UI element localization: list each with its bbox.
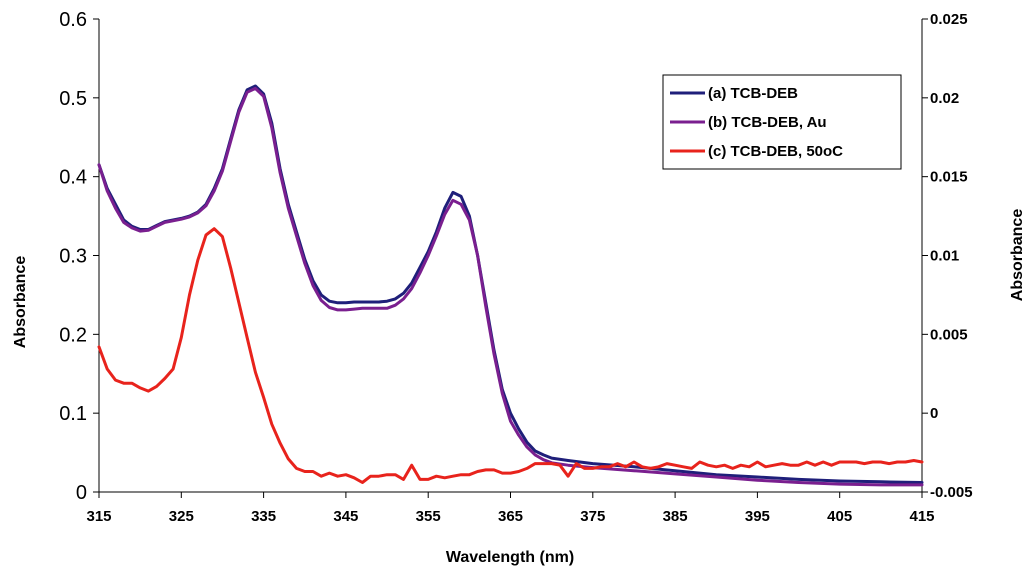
x-tick-label: 415 (909, 508, 934, 525)
y-left-tick-label: 0.4 (59, 167, 87, 189)
y-right-tick-label: 0.02 (930, 90, 959, 107)
y-left-tick-label: 0 (76, 482, 87, 504)
series-layer (97, 84, 924, 487)
y-axis-title-right: Absorbance (1009, 209, 1026, 302)
y-right-tick-label: 0.005 (930, 326, 968, 343)
legend-label-c: (c) TCB-DEB, 50oC (708, 143, 843, 160)
y-left-tick-label: 0.5 (59, 88, 87, 110)
x-tick-label: 375 (580, 508, 605, 525)
y-left-tick-label: 0.6 (59, 9, 87, 31)
legend: (a) TCB-DEB (b) TCB-DEB, Au (c) TCB-DEB,… (662, 74, 902, 170)
x-tick-label: 395 (745, 508, 770, 525)
y-left-tick-label: 0.2 (59, 324, 87, 346)
series-c-line (97, 227, 924, 484)
series-b-line (97, 86, 924, 487)
y-right-tick-label: 0.01 (930, 248, 959, 265)
y-left-tick-label: 0.1 (59, 403, 87, 425)
y-right-tick-label: 0.015 (930, 169, 968, 186)
y-right-tick-label: -0.005 (930, 484, 973, 501)
x-axis-title: Wavelength (nm) (446, 549, 574, 566)
x-tick-label: 385 (663, 508, 688, 525)
y-right-tick-label: 0.025 (930, 11, 968, 28)
x-tick-label: 325 (169, 508, 194, 525)
y-left-tick-label: 0.3 (59, 246, 87, 268)
x-tick-label: 365 (498, 508, 523, 525)
x-tick-label: 405 (827, 508, 852, 525)
x-tick-label: 335 (251, 508, 276, 525)
ticks-layer: 315 325 335 345 355 365 375 385 395 405 415 0 0.1 0.2… (59, 9, 972, 525)
x-tick-label: 355 (416, 508, 441, 525)
y-right-tick-label: 0 (930, 405, 938, 422)
x-tick-label: 315 (86, 508, 111, 525)
x-tick-label: 345 (333, 508, 358, 525)
legend-label-a: (a) TCB-DEB (708, 85, 798, 102)
legend-label-b: (b) TCB-DEB, Au (708, 114, 827, 131)
y-axis-title-left: Absorbance (12, 256, 29, 349)
